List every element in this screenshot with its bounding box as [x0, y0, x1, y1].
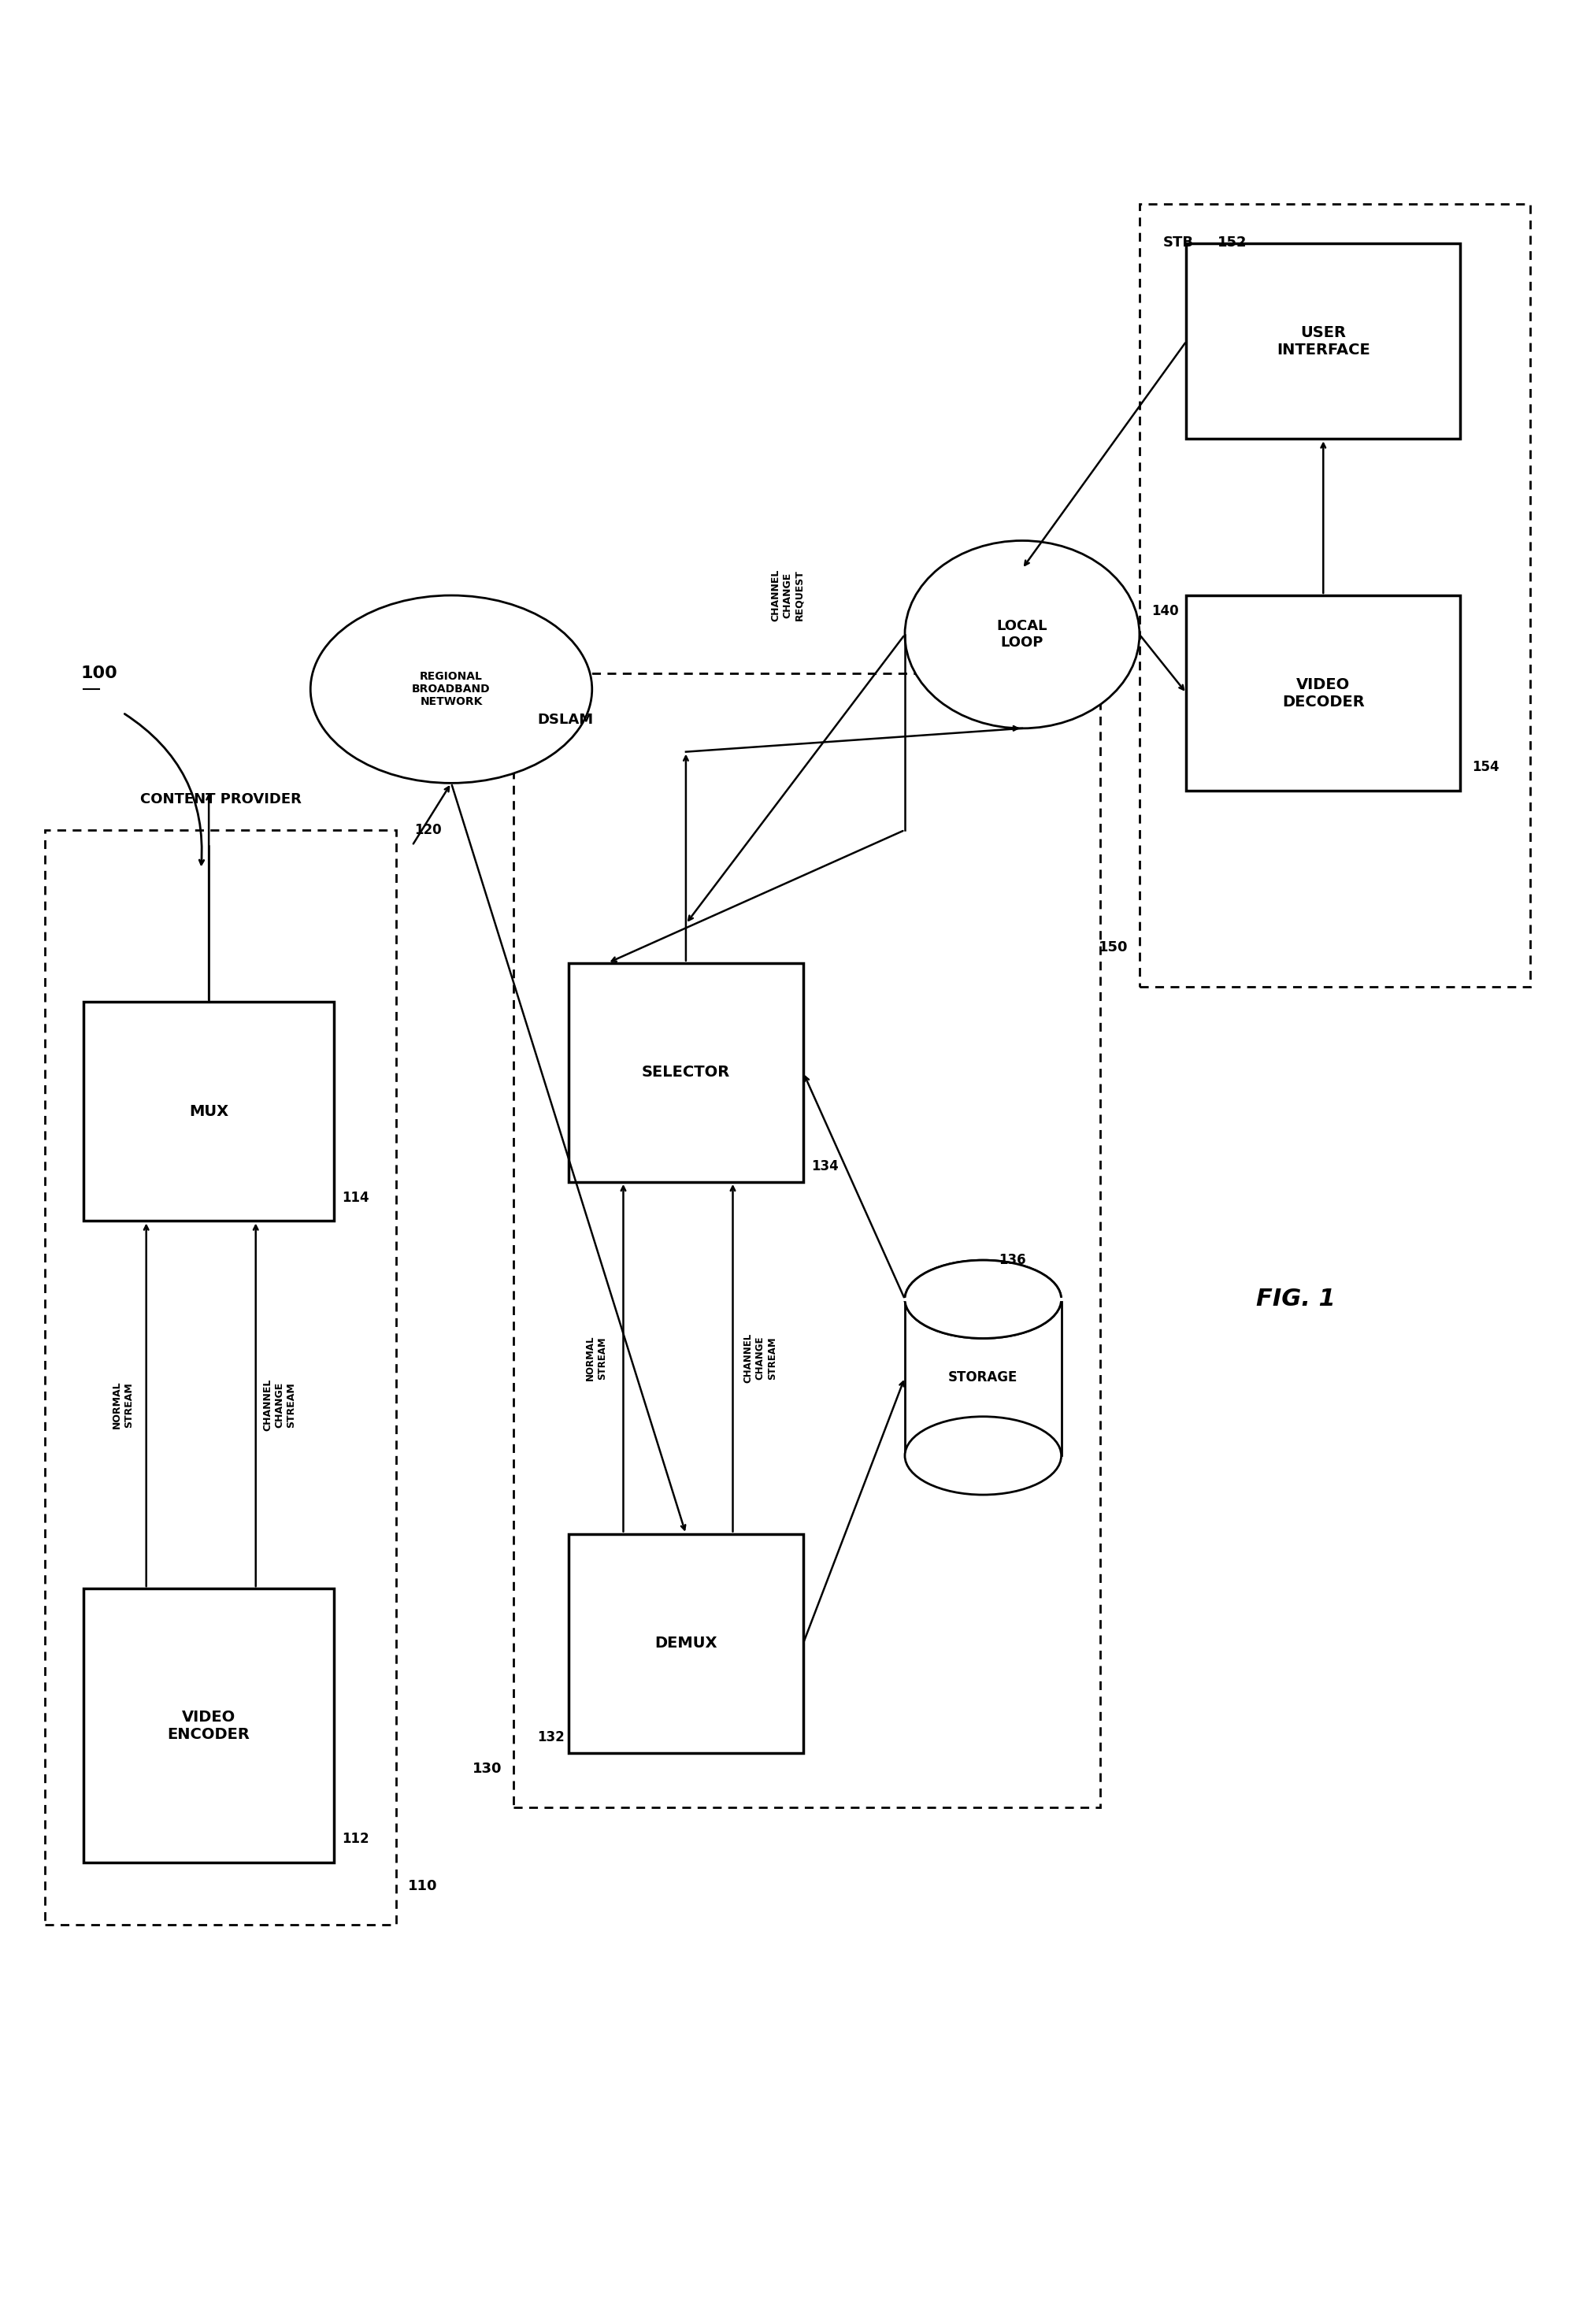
Ellipse shape	[905, 1260, 1061, 1339]
Text: NORMAL
STREAM: NORMAL STREAM	[112, 1380, 134, 1429]
Ellipse shape	[311, 595, 592, 783]
FancyBboxPatch shape	[1186, 595, 1459, 790]
Text: 114: 114	[341, 1190, 369, 1204]
Ellipse shape	[905, 1418, 1061, 1494]
Text: REGIONAL
BROADBAND
NETWORK: REGIONAL BROADBAND NETWORK	[412, 672, 489, 706]
FancyBboxPatch shape	[513, 674, 1101, 1808]
Text: 100: 100	[81, 665, 118, 681]
FancyBboxPatch shape	[44, 830, 396, 1924]
Text: DEMUX: DEMUX	[654, 1636, 717, 1650]
FancyBboxPatch shape	[1186, 244, 1459, 439]
Text: 154: 154	[1472, 760, 1498, 774]
Text: MUX: MUX	[189, 1104, 229, 1120]
FancyBboxPatch shape	[84, 1002, 333, 1220]
Text: 132: 132	[537, 1729, 564, 1745]
Text: CHANNEL
CHANGE
REQUEST: CHANNEL CHANGE REQUEST	[771, 569, 804, 621]
Text: 150: 150	[1097, 941, 1127, 955]
Text: DSLAM: DSLAM	[537, 713, 594, 727]
Text: 136: 136	[998, 1253, 1025, 1267]
Text: LOCAL
LOOP: LOCAL LOOP	[996, 618, 1047, 651]
Text: VIDEO
ENCODER: VIDEO ENCODER	[167, 1710, 249, 1741]
Text: CONTENT PROVIDER: CONTENT PROVIDER	[141, 792, 302, 806]
Text: 140: 140	[1151, 604, 1178, 618]
Text: 152: 152	[1217, 235, 1246, 249]
FancyBboxPatch shape	[84, 1590, 333, 1862]
Text: CHANNEL
CHANGE
STREAM: CHANNEL CHANGE STREAM	[262, 1378, 295, 1432]
Text: 120: 120	[414, 823, 441, 837]
Text: VIDEO
DECODER: VIDEO DECODER	[1282, 676, 1364, 709]
Text: 110: 110	[407, 1878, 437, 1894]
Text: USER
INTERFACE: USER INTERFACE	[1276, 325, 1369, 358]
Text: SELECTOR: SELECTOR	[641, 1064, 729, 1081]
Ellipse shape	[905, 541, 1138, 727]
FancyBboxPatch shape	[905, 1299, 1061, 1455]
Text: STORAGE: STORAGE	[947, 1371, 1017, 1385]
Text: 130: 130	[472, 1762, 502, 1776]
FancyBboxPatch shape	[568, 1534, 802, 1752]
Ellipse shape	[905, 1260, 1061, 1339]
Text: 134: 134	[810, 1160, 838, 1174]
FancyBboxPatch shape	[568, 962, 802, 1183]
Text: CHANNEL
CHANGE
STREAM: CHANNEL CHANGE STREAM	[742, 1334, 777, 1383]
Text: STB: STB	[1162, 235, 1194, 249]
FancyBboxPatch shape	[1138, 205, 1530, 985]
Text: NORMAL
STREAM: NORMAL STREAM	[584, 1336, 606, 1380]
Text: FIG. 1: FIG. 1	[1255, 1287, 1334, 1311]
Text: 112: 112	[341, 1831, 369, 1845]
